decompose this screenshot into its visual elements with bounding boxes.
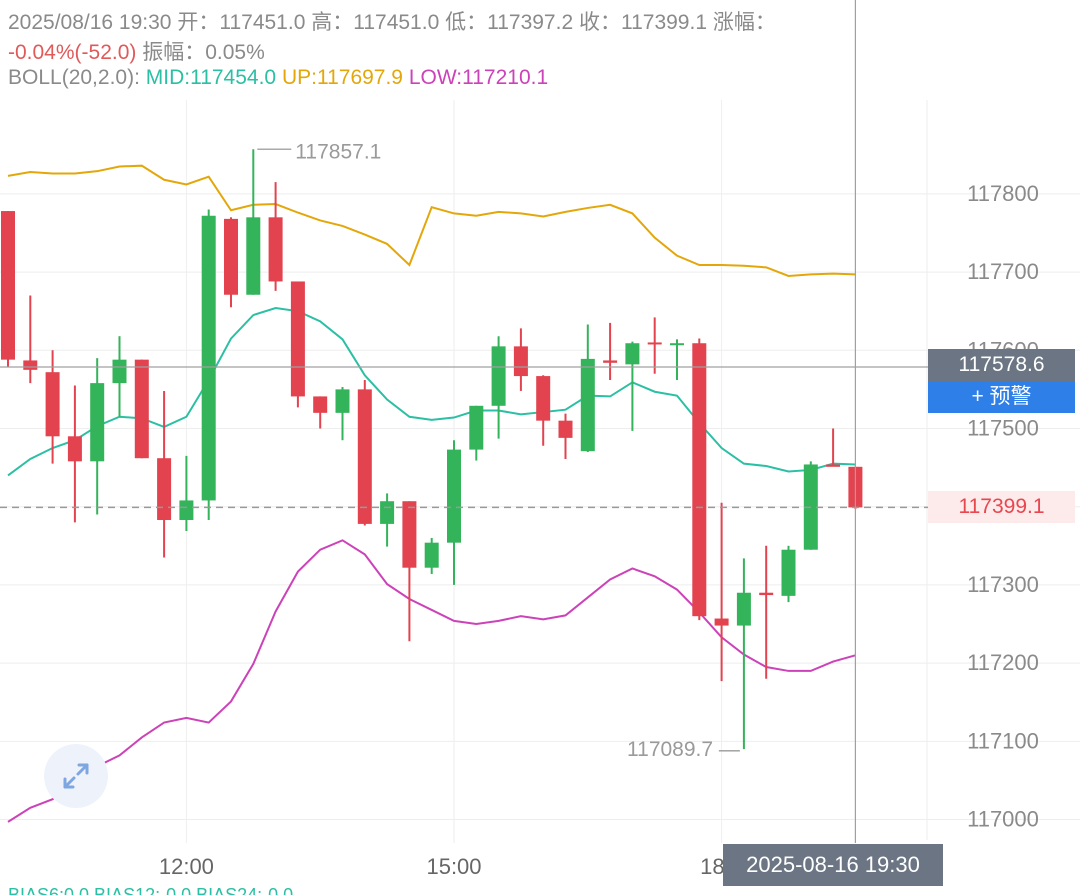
alert-button[interactable]: + 预警 [928, 381, 1075, 413]
y-tick-label: 117800 [967, 181, 1039, 206]
crosshair-time-tag: 2025-08-16 19:30 [723, 844, 943, 886]
candle-body [290, 281, 305, 397]
candle-body [580, 358, 595, 452]
expand-button[interactable] [44, 744, 108, 808]
y-tick-label: 117100 [967, 728, 1039, 753]
bias-indicator-strip: BIAS6:0.0 BIAS12:-0.0 BIAS24:-0.0 [8, 885, 294, 895]
low-marker-label: 117089.7 — [627, 738, 740, 761]
candle-body [67, 436, 82, 462]
candle-body [23, 360, 38, 370]
expand-icon [63, 763, 89, 789]
change-info-line: -0.04%(-52.0) 振幅：0.05% [8, 36, 265, 66]
candle-body [357, 389, 372, 524]
change-value: -0.04%(-52.0) [8, 41, 137, 64]
datetime: 2025/08/16 19:30 [8, 11, 172, 34]
boll-info-line: BOLL(20,2.0): MID:117454.0 UP:117697.9 L… [8, 66, 548, 90]
candle-body [112, 359, 127, 384]
boll-mid-line [7, 307, 856, 477]
candle-body [781, 549, 796, 596]
close-value: 117399.1 [620, 11, 707, 34]
candle-body [513, 346, 528, 377]
boll-up-value: UP:117697.9 [281, 66, 403, 89]
candle-body [826, 464, 841, 467]
candle-body [201, 215, 216, 501]
candle-body [157, 458, 172, 520]
candle-body [179, 500, 194, 520]
y-tick-label: 117000 [967, 807, 1039, 832]
candle-body [692, 343, 707, 617]
change-label: 涨幅： [712, 11, 776, 34]
low-value: 117397.2 [487, 11, 574, 34]
boll-mid-value: MID:117454.0 [145, 66, 277, 89]
candle-body [268, 217, 283, 282]
candle-body [224, 218, 238, 295]
open-value: 117451.0 [219, 11, 306, 34]
amplitude-value: 0.05% [205, 41, 265, 64]
x-axis-labels: 12:00 15:00 18:0 [159, 854, 743, 879]
high-value: 117451.0 [353, 11, 440, 34]
x-tick-label: 12:00 [159, 854, 214, 879]
candles [1, 149, 863, 750]
candle-body [246, 217, 261, 295]
candle-body [603, 360, 618, 363]
candle-body [402, 501, 417, 568]
candle-body [1, 211, 15, 360]
candle-body [647, 342, 662, 345]
high-marker-label: 117857.1 [295, 140, 381, 163]
y-tick-label: 117300 [967, 572, 1039, 597]
y-tick-label: 117200 [967, 650, 1039, 675]
candle-body [469, 405, 484, 450]
ohlc-info-line: 2025/08/16 19:30 开：117451.0 高：117451.0 低… [8, 6, 776, 36]
candle-body [380, 501, 395, 524]
candle-body [759, 592, 774, 596]
amplitude-label: 振幅： [142, 41, 206, 64]
x-tick-label: 15:00 [426, 854, 481, 879]
boll-upper-line [7, 164, 856, 277]
high-label: 高： [311, 11, 354, 34]
candle-body [625, 343, 640, 365]
candle-body [558, 420, 573, 438]
candle-body [134, 359, 149, 459]
candle-body [45, 372, 60, 437]
candle-body [491, 346, 506, 406]
candle-body [313, 396, 328, 413]
close-label: 收： [578, 11, 621, 34]
candle-body [90, 383, 105, 462]
candle-body [335, 389, 350, 413]
candle-body [424, 542, 439, 568]
y-tick-label: 117500 [967, 415, 1039, 440]
boll-label: BOLL(20,2.0): [8, 66, 140, 89]
last-price-tag: 117399.1 [928, 491, 1075, 523]
candle-body [670, 343, 684, 346]
open-label: 开： [177, 11, 220, 34]
candle-body [447, 449, 461, 543]
y-tick-label: 117700 [967, 259, 1039, 284]
boll-lower-line [7, 539, 856, 823]
crosshair-price-tag: 117578.6 [928, 349, 1075, 381]
candle-body [536, 376, 551, 421]
boll-low-value: LOW:117210.1 [408, 66, 549, 89]
candle-body [714, 618, 729, 626]
candle-body [736, 592, 751, 626]
low-label: 低： [445, 11, 488, 34]
